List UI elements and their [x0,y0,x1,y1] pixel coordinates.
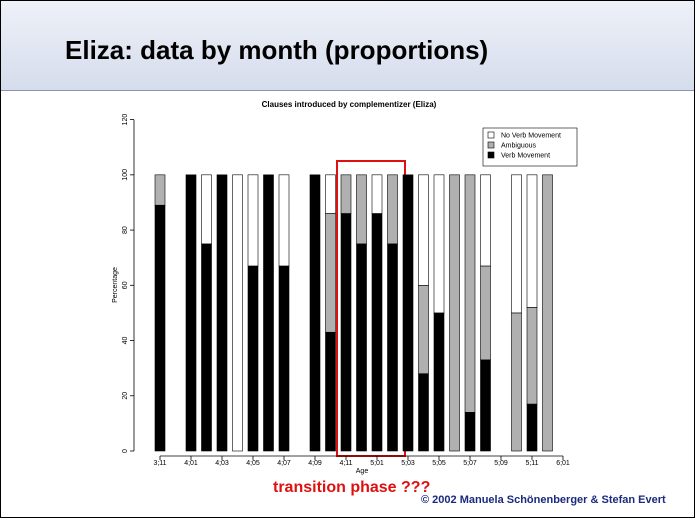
x-tick-label: 5;11 [525,460,538,467]
bar-segment [480,359,491,452]
bar-segment [371,213,383,452]
bar-segment [402,174,414,452]
bar-segment [418,174,429,286]
chart: Clauses introduced by complementizer (El… [112,100,666,506]
bar-segment [542,174,553,452]
bar-segment [325,331,336,452]
bar-segment [526,307,538,405]
bar-segment [309,174,321,452]
bar-segment [201,243,212,452]
bar-segment [154,204,166,452]
bar-segment [356,174,367,245]
x-tick-label: 4;11 [339,460,352,467]
bar-segment [216,174,228,452]
bar-segment [480,265,491,361]
x-tick-label: 5;07 [463,460,477,467]
bar-segment [418,373,429,452]
bar-segment [201,174,212,245]
bar-segment [340,174,352,214]
bar-segment [526,403,538,452]
x-tick-label: 4;07 [277,460,291,467]
bar-segment [418,284,429,374]
legend-swatch [487,131,495,139]
bar-segment [325,213,336,333]
bar-segment [511,174,522,314]
bar-segment [480,174,491,267]
x-tick-label: 5;03 [401,460,415,467]
legend-box [482,127,578,167]
bar-segment [526,174,538,308]
footer: © 2002 Manuela Schönenberger & Stefan Ev… [421,494,666,506]
bar-segment [356,243,367,452]
x-tick-label: 4;01 [184,460,198,467]
y-tick-label: 60 [122,281,129,289]
bar-segment [247,174,259,267]
legend-label: Ambiguous [501,143,537,150]
annotation: transition phase ??? [273,479,430,496]
legend-label: Verb Movement [501,153,550,160]
y-axis-label: Percentage [112,267,119,303]
bar-segment [371,174,383,214]
bar-segment [433,174,445,314]
legend-swatch [487,141,495,149]
x-tick-label: 5;01 [370,460,384,467]
bar-segment [185,174,197,452]
bar-segment [325,174,336,214]
y-tick-label: 80 [122,226,129,234]
legend-swatch [487,151,495,159]
bar-segment [154,174,166,206]
bar-segment [464,174,476,413]
bar-segment [278,265,290,452]
x-tick-label: 3;11 [153,460,166,467]
y-tick-label: 120 [122,114,129,126]
x-tick-label: 4;09 [308,460,322,467]
bar-segment [511,312,522,452]
x-tick-label: 4;05 [246,460,260,467]
chart-title: Clauses introduced by complementizer (El… [262,100,437,109]
bar-segment [464,412,476,452]
x-tick-label: 6;01 [556,460,570,467]
y-tick-label: 0 [122,449,129,453]
x-tick-label: 4;03 [215,460,229,467]
slide-title: Eliza: data by month (proportions) [65,35,489,65]
x-tick-label: 5;09 [494,460,508,467]
x-tick-label: 5;05 [432,460,446,467]
y-tick-label: 100 [122,169,129,181]
legend-label: No Verb Movement [501,133,561,140]
x-axis-label: Age [356,468,369,475]
y-tick-label: 40 [122,337,129,345]
bar-segment [247,265,259,452]
bar-segment [232,174,243,452]
bar-segment [340,213,352,452]
bar-segment [263,174,274,452]
bar-segment [433,312,445,452]
y-tick-label: 20 [122,392,129,400]
bar-segment [387,174,398,245]
bar-segment [278,174,290,267]
header: Eliza: data by month (proportions) [1,1,694,91]
bar-segment [387,243,398,452]
bar-segment [449,174,460,452]
